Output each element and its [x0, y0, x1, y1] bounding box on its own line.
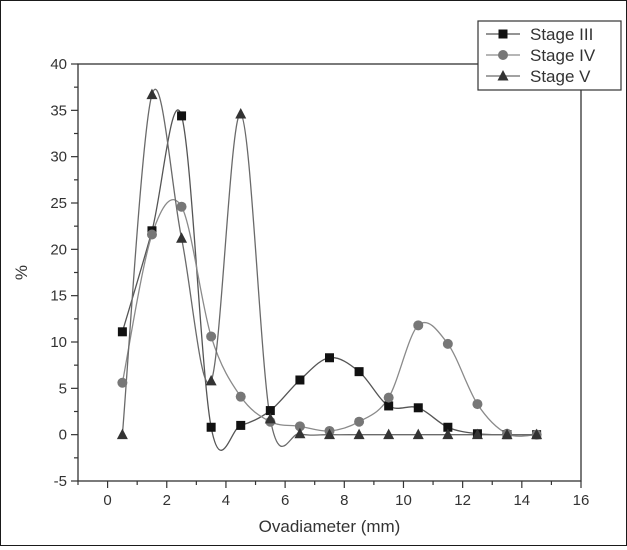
- x-tick-label: 4: [222, 492, 230, 509]
- x-tick-label: 16: [573, 492, 590, 509]
- circle-marker: [294, 421, 305, 432]
- triangle-marker: [531, 428, 543, 440]
- triangle-marker: [501, 428, 513, 440]
- square-marker: [384, 401, 394, 411]
- triangle-marker: [264, 412, 276, 424]
- triangle-marker: [205, 374, 217, 386]
- legend-circle-marker: [498, 50, 508, 60]
- circle-marker: [472, 399, 483, 410]
- circle-marker: [146, 229, 157, 240]
- series-stage-v: [121, 88, 537, 447]
- y-tick-label: 5: [59, 380, 67, 397]
- triangle-marker: [383, 428, 395, 440]
- legend-label: Stage IV: [530, 46, 596, 65]
- triangle-marker: [294, 427, 306, 439]
- y-tick-label: 25: [50, 195, 67, 212]
- square-marker: [177, 111, 187, 121]
- x-tick-label: 12: [454, 492, 471, 509]
- x-tick-label: 6: [281, 492, 289, 509]
- triangle-marker: [471, 428, 483, 440]
- x-tick-label: 8: [340, 492, 348, 509]
- y-axis-title: %: [12, 265, 31, 280]
- x-tick-label: 0: [103, 492, 111, 509]
- legend-label: Stage III: [530, 25, 593, 44]
- legend-label: Stage V: [530, 67, 591, 86]
- x-tick-label: 2: [163, 492, 171, 509]
- y-tick-label: 0: [59, 427, 67, 444]
- plot-area-border: [77, 63, 582, 482]
- series-markers: [117, 111, 542, 440]
- square-marker: [443, 422, 453, 432]
- circle-marker: [442, 338, 453, 349]
- triangle-marker: [116, 428, 128, 440]
- circle-marker: [206, 331, 217, 342]
- circle-marker: [413, 320, 424, 331]
- circle-marker: [383, 392, 394, 403]
- x-axis-title: Ovadiameter (mm): [259, 517, 401, 536]
- y-tick-label: 10: [50, 334, 67, 351]
- square-marker: [413, 403, 423, 413]
- triangle-marker: [353, 428, 365, 440]
- y-tick-label: -5: [54, 473, 67, 490]
- square-marker: [206, 422, 216, 432]
- circle-marker: [176, 201, 187, 212]
- series-markers: [116, 88, 543, 440]
- legend-triangle-marker: [497, 70, 509, 81]
- y-tick-label: 35: [50, 102, 67, 119]
- square-marker: [354, 367, 364, 377]
- circle-marker: [354, 416, 365, 427]
- legend-square-marker: [498, 29, 508, 39]
- triangle-marker: [146, 88, 158, 100]
- y-tick-label: 40: [50, 56, 67, 73]
- triangle-marker: [442, 428, 454, 440]
- square-marker: [325, 353, 334, 363]
- x-tick-label: 14: [513, 492, 530, 509]
- triangle-marker: [412, 428, 424, 440]
- triangle-marker: [176, 232, 188, 243]
- circle-marker: [235, 391, 246, 402]
- square-marker: [265, 406, 275, 416]
- y-tick-label: 20: [50, 241, 67, 258]
- square-marker: [117, 327, 127, 337]
- x-tick-label: 10: [395, 492, 412, 509]
- series-line: [121, 88, 537, 447]
- series-layer: [116, 88, 543, 451]
- y-tick-label: 15: [50, 288, 67, 305]
- square-marker: [236, 420, 246, 430]
- circle-marker: [117, 377, 128, 388]
- legend: Stage III Stage IV Stage V: [477, 20, 622, 91]
- axes-layer: 0 2 4 6 8 10 12 14 16 -5 0 5 10 15 20 25 30 35 40: [50, 56, 589, 509]
- square-marker: [295, 375, 305, 385]
- triangle-marker: [324, 428, 335, 440]
- triangle-marker: [235, 108, 247, 119]
- y-tick-label: 30: [50, 149, 67, 166]
